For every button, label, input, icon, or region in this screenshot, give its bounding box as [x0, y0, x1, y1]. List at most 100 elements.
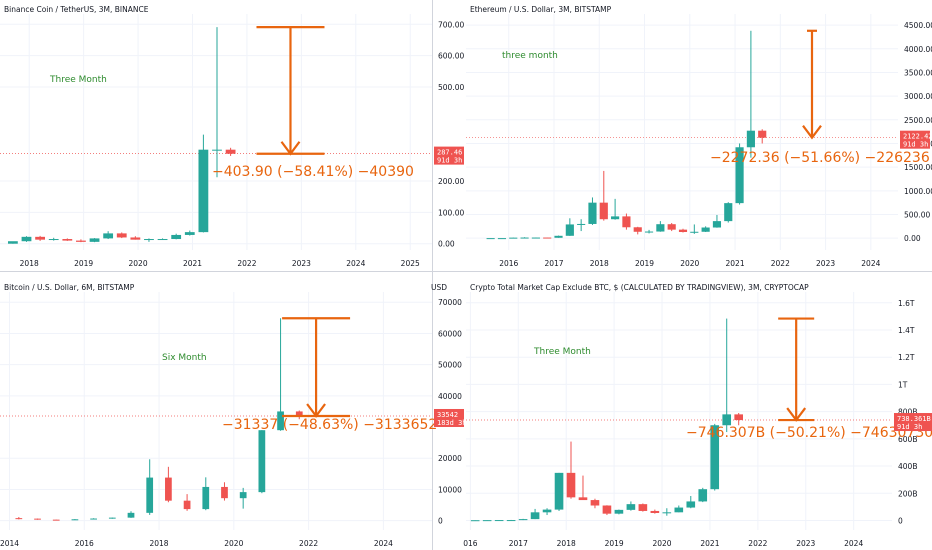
y-tick-label: 1000.00	[904, 187, 932, 196]
candle-body	[157, 239, 168, 241]
candle-body	[698, 489, 708, 502]
candle-body	[202, 486, 210, 510]
y-tick-label: 10000	[438, 485, 462, 494]
x-tick-label: 2021	[183, 259, 202, 268]
candle-body	[144, 239, 154, 241]
candle-body	[588, 202, 597, 224]
candle-body	[116, 233, 127, 238]
x-tick-label: 2024	[346, 259, 365, 268]
x-tick-label: 2024	[844, 539, 863, 548]
candle-body	[667, 224, 676, 230]
countdown-label: 91d 3h	[903, 141, 928, 149]
x-tick-label: 2019	[605, 539, 624, 548]
last-price-tag	[434, 146, 464, 165]
chart-title: Ethereum / U.S. Dollar, 3M, BITSTAMP	[470, 5, 612, 14]
y-tick-label: 4000.00	[904, 45, 932, 54]
last-price-value: 33542	[437, 411, 458, 419]
last-price-value: 287.46	[437, 149, 462, 157]
y-tick-label: 500.00	[438, 83, 464, 92]
candle-body	[171, 234, 182, 240]
candle-body	[724, 203, 733, 222]
candle-body	[578, 497, 588, 501]
y-tick-label: 1.6T	[898, 299, 915, 308]
y-tick-label: 3500.00	[904, 68, 932, 77]
y-tick-label: 2500.00	[904, 116, 932, 125]
y-tick-label: 1.2T	[898, 353, 915, 362]
x-tick-label: 2018	[20, 259, 39, 268]
candle-body	[602, 505, 612, 514]
y-tick-label: 1T	[898, 380, 908, 389]
y-tick-label: 1500.00	[904, 163, 932, 172]
countdown-label: 183d 3h	[437, 419, 467, 427]
countdown-label: 91d 3h	[437, 157, 462, 165]
x-tick-label: 2017	[544, 259, 563, 268]
candle-body	[7, 241, 18, 244]
chart-panel-4[interactable]: 0 200B 400B 600B 800B 1T 1.2T 1.4T 1.6T 016 2017 20…	[463, 283, 932, 548]
candle-body	[678, 229, 688, 233]
x-tick-label: 2022	[299, 539, 318, 548]
candle-body	[183, 500, 191, 510]
chart-panel-3[interactable]: 0 10000 20000 40000 50000 60000 70000 2014 2016 2…	[0, 283, 467, 548]
y-tick-label: 20000	[438, 454, 462, 463]
candle-body	[674, 507, 684, 513]
x-tick-label: 016	[463, 539, 478, 548]
timeframe-label: Three Month	[533, 347, 591, 357]
y-tick-label: 4500.00	[904, 21, 932, 30]
y-tick-label: 0	[898, 516, 903, 525]
y-tick-label: 0	[438, 517, 443, 526]
candle-body	[758, 130, 767, 138]
measure-label: −2272.36 (−51.66%) −226236	[710, 150, 930, 166]
last-price-tag	[900, 130, 930, 149]
x-tick-label: 2019	[635, 259, 654, 268]
candle-body	[509, 237, 518, 239]
last-price-value: 2122.42	[903, 133, 932, 141]
candle-body	[62, 239, 73, 241]
candle-body	[518, 519, 528, 521]
candle-body	[530, 512, 540, 520]
candle-body	[722, 414, 732, 426]
candle-body	[52, 519, 60, 521]
candle-body	[712, 221, 722, 228]
candle-body	[701, 227, 710, 232]
candle-body	[734, 414, 744, 421]
candle-body	[146, 477, 154, 513]
candle-body	[497, 238, 507, 240]
last-price-value: 738.361B	[897, 415, 931, 423]
x-tick-label: 2016	[75, 539, 94, 548]
chart-panel-2[interactable]: 0.00500.001000.001500.002000.002500.0030…	[466, 5, 932, 268]
candle-body	[554, 472, 564, 510]
x-tick-label: 2018	[557, 539, 576, 548]
timeframe-label: three month	[502, 51, 558, 61]
candle-body	[258, 430, 266, 493]
candle-body	[650, 510, 660, 513]
y-tick-label: 200.00	[438, 177, 464, 186]
x-tick-label: 2021	[700, 539, 719, 548]
candle-body	[127, 512, 135, 518]
candle-body	[165, 477, 172, 501]
candle-body	[103, 233, 114, 239]
chart-panel-1[interactable]: 0.00 100.00 200.00 500.00 600.00 700.00 2018 20…	[0, 5, 464, 268]
x-tick-label: 2019	[74, 259, 93, 268]
candle-body	[108, 517, 116, 519]
x-tick-label: 2020	[129, 259, 148, 268]
last-price-tag	[434, 408, 464, 427]
candle-body	[622, 216, 631, 228]
measure-label: −403.90 (−58.41%) −40390	[212, 164, 414, 180]
candle-body	[746, 130, 755, 148]
candle-body	[566, 472, 576, 498]
y-tick-label: 100.00	[438, 208, 464, 217]
x-tick-label: 2014	[0, 539, 19, 548]
x-tick-label: 2020	[680, 259, 699, 268]
candle-body	[633, 227, 642, 232]
y-tick-label: 40000	[438, 392, 462, 401]
candle-body	[470, 520, 480, 522]
candle-body	[90, 518, 97, 520]
y-tick-label: 70000	[438, 298, 462, 307]
candle-body	[644, 231, 654, 233]
x-tick-label: 2022	[771, 259, 790, 268]
candle-body	[638, 504, 648, 511]
x-tick-label: 2023	[816, 259, 835, 268]
y-tick-label: 0.00	[438, 240, 455, 249]
y-tick-label: 200B	[898, 489, 917, 498]
